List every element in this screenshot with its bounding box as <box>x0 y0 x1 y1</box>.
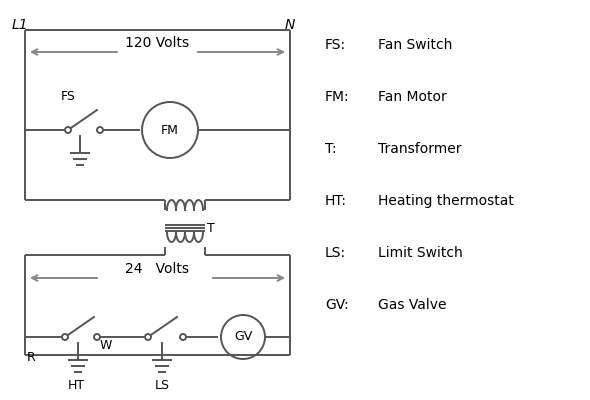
Text: T:: T: <box>325 142 337 156</box>
Text: R: R <box>27 351 36 364</box>
Text: Limit Switch: Limit Switch <box>378 246 463 260</box>
Text: GV:: GV: <box>325 298 349 312</box>
Circle shape <box>145 334 151 340</box>
Text: FM:: FM: <box>325 90 350 104</box>
Circle shape <box>180 334 186 340</box>
Text: L1: L1 <box>12 18 29 32</box>
Text: 120 Volts: 120 Volts <box>125 36 189 50</box>
Text: LS: LS <box>155 379 169 392</box>
Text: Gas Valve: Gas Valve <box>378 298 447 312</box>
Circle shape <box>97 127 103 133</box>
Text: HT:: HT: <box>325 194 347 208</box>
Text: Transformer: Transformer <box>378 142 461 156</box>
Text: Fan Motor: Fan Motor <box>378 90 447 104</box>
Text: 24   Volts: 24 Volts <box>125 262 189 276</box>
Text: GV: GV <box>234 330 252 344</box>
Text: FS: FS <box>61 90 76 103</box>
Text: HT: HT <box>67 379 84 392</box>
Circle shape <box>62 334 68 340</box>
Text: W: W <box>100 339 112 352</box>
Text: Heating thermostat: Heating thermostat <box>378 194 514 208</box>
Circle shape <box>94 334 100 340</box>
Text: Fan Switch: Fan Switch <box>378 38 453 52</box>
Circle shape <box>65 127 71 133</box>
Text: T: T <box>207 222 215 234</box>
Text: N: N <box>285 18 296 32</box>
Text: LS:: LS: <box>325 246 346 260</box>
Text: FS:: FS: <box>325 38 346 52</box>
Text: FM: FM <box>161 124 179 136</box>
